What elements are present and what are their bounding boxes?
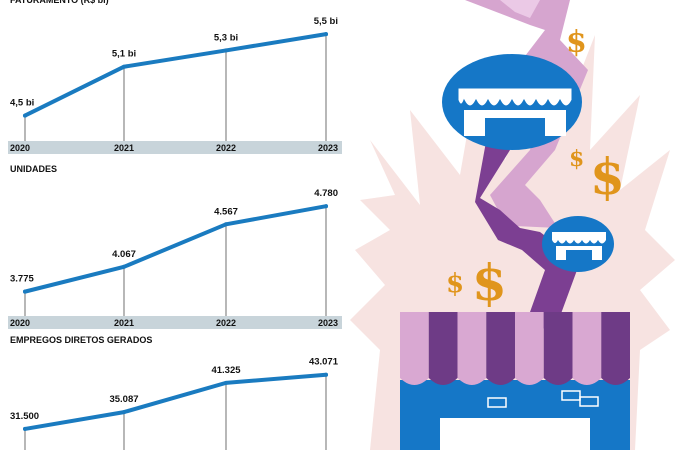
- data-point: [23, 113, 27, 118]
- data-point: [324, 204, 328, 209]
- data-label: 5,5 bi: [314, 16, 338, 27]
- data-point: [122, 64, 126, 69]
- line-chart-2: UNIDADES 3.775 4.067 4.567 4.780 2020 2021 2022…: [8, 164, 342, 329]
- data-point: [324, 32, 328, 37]
- data-point: [23, 289, 27, 294]
- awning-stripe: [428, 312, 458, 385]
- chart-title: EMPREGOS DIRETOS GERADOS: [10, 335, 152, 345]
- charts-panel: FATURAMENTO (R$ bi) 4,5 bi 5,1 bi 5,3 bi 5,5…: [8, 0, 342, 450]
- storefront-icon: [400, 312, 630, 450]
- data-label: 5,1 bi: [112, 49, 136, 60]
- data-point: [224, 222, 228, 227]
- chart-title: UNIDADES: [10, 164, 57, 174]
- dollar-sign-icon: $: [590, 147, 625, 206]
- tick-label: 2020: [10, 318, 30, 328]
- line-chart-1: FATURAMENTO (R$ bi) 4,5 bi 5,1 bi 5,3 bi 5,5…: [8, 0, 342, 154]
- tick-label: 2021: [114, 318, 134, 328]
- data-point: [122, 410, 126, 415]
- data-label: 5,3 bi: [214, 32, 238, 43]
- awning-stripe: [543, 312, 573, 385]
- axis-band: [8, 141, 342, 154]
- line-chart-3: EMPREGOS DIRETOS GERADOS 31.500 35.087 41.3…: [10, 335, 339, 450]
- data-label: 3.775: [10, 274, 34, 285]
- awning-stripe: [400, 312, 429, 385]
- franchise-illustration: $ $ $ $ $: [350, 0, 675, 450]
- data-label: 4.567: [214, 206, 238, 217]
- dollar-sign-icon: $: [446, 269, 464, 299]
- data-point: [122, 264, 126, 269]
- series-line: [23, 32, 328, 118]
- axis-band: [8, 316, 342, 329]
- data-label: 4,5 bi: [10, 98, 34, 109]
- tick-label: 2021: [114, 143, 134, 153]
- data-label: 4.780: [314, 188, 338, 199]
- dollar-sign-icon: $: [472, 253, 507, 312]
- data-label: 43.071: [309, 357, 339, 368]
- data-point: [324, 372, 328, 377]
- dollar-sign-icon: $: [569, 146, 584, 172]
- tick-label: 2022: [216, 318, 236, 328]
- series-line: [23, 372, 328, 431]
- data-label: 35.087: [109, 394, 138, 405]
- data-label: 31.500: [10, 411, 39, 422]
- data-point: [224, 48, 228, 53]
- awning-stripe: [572, 312, 602, 385]
- awning-stripe: [601, 312, 630, 385]
- tick-label: 2023: [318, 318, 338, 328]
- data-label: 4.067: [112, 249, 136, 260]
- awning-stripe: [457, 312, 487, 385]
- data-point: [224, 380, 228, 385]
- tick-label: 2022: [216, 143, 236, 153]
- chart-title: FATURAMENTO (R$ bi): [10, 0, 109, 5]
- awning-stripe: [515, 312, 544, 385]
- data-label: 41.325: [211, 365, 241, 376]
- awning-stripe: [486, 312, 515, 385]
- lightning-bolt-icon: [465, 0, 588, 330]
- dollar-sign-icon: $: [566, 25, 587, 60]
- store-bubble-icon-small: [542, 216, 614, 272]
- tick-label: 2020: [10, 143, 30, 153]
- data-point: [23, 426, 27, 431]
- series-line: [23, 204, 328, 294]
- tick-label: 2023: [318, 143, 338, 153]
- store-bubble-icon: [442, 54, 582, 150]
